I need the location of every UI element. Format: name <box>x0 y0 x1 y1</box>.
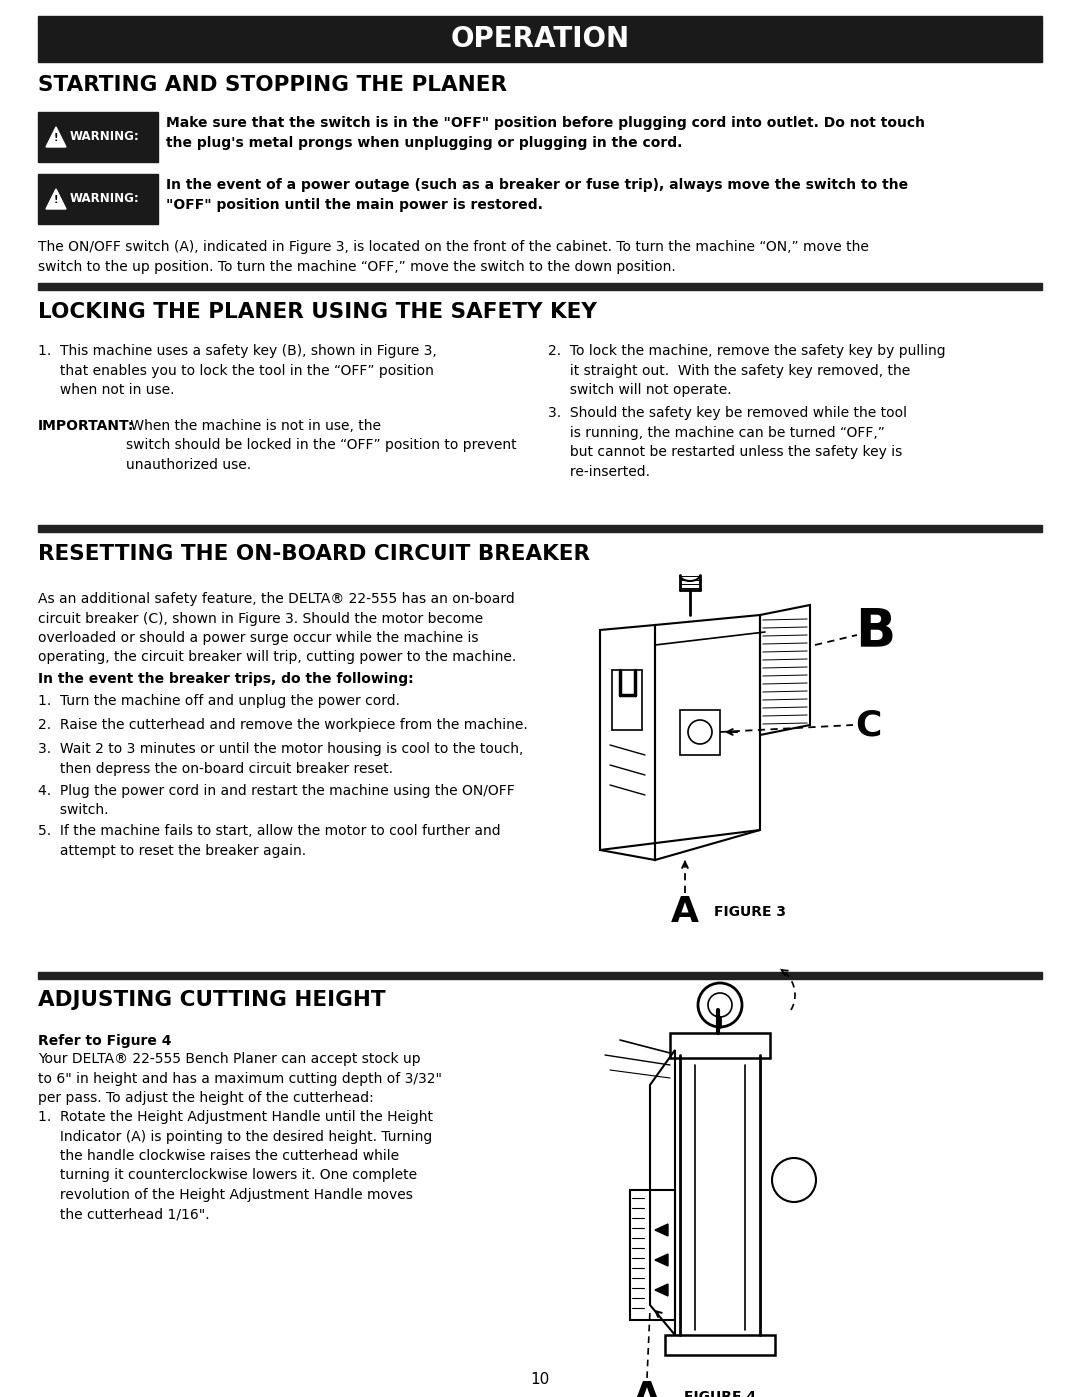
Text: 1.  Turn the machine off and unplug the power cord.: 1. Turn the machine off and unplug the p… <box>38 694 400 708</box>
Bar <box>665 1336 775 1355</box>
Text: A: A <box>633 1380 661 1397</box>
Text: WARNING:: WARNING: <box>70 130 139 144</box>
Bar <box>670 1032 770 1058</box>
Polygon shape <box>654 1284 669 1296</box>
Text: RESETTING THE ON-BOARD CIRCUIT BREAKER: RESETTING THE ON-BOARD CIRCUIT BREAKER <box>38 543 590 564</box>
Bar <box>630 1190 675 1320</box>
Text: C: C <box>855 708 881 742</box>
Text: As an additional safety feature, the DELTA® 22-555 has an on-board
circuit break: As an additional safety feature, the DEL… <box>38 592 516 665</box>
Text: Your DELTA® 22-555 Bench Planer can accept stock up
to 6" in height and has a ma: Your DELTA® 22-555 Bench Planer can acce… <box>38 1052 442 1105</box>
Bar <box>38 175 158 224</box>
Polygon shape <box>654 1224 669 1236</box>
Bar <box>38 15 1042 61</box>
Text: In the event the breaker trips, do the following:: In the event the breaker trips, do the f… <box>38 672 414 686</box>
Text: !: ! <box>54 196 58 205</box>
Text: When the machine is not in use, the
switch should be locked in the “OFF” positio: When the machine is not in use, the swit… <box>126 419 516 472</box>
Text: IMPORTANT:: IMPORTANT: <box>38 419 134 433</box>
Polygon shape <box>46 127 66 147</box>
Text: 1.  This machine uses a safety key (B), shown in Figure 3,
     that enables you: 1. This machine uses a safety key (B), s… <box>38 344 436 397</box>
Text: 1.  Rotate the Height Adjustment Handle until the Height
     Indicator (A) is p: 1. Rotate the Height Adjustment Handle u… <box>38 1111 433 1221</box>
Polygon shape <box>654 1255 669 1266</box>
Text: 3.  Should the safety key be removed while the tool
     is running, the machine: 3. Should the safety key be removed whil… <box>548 407 907 479</box>
Text: 5.  If the machine fails to start, allow the motor to cool further and
     atte: 5. If the machine fails to start, allow … <box>38 824 501 858</box>
Bar <box>38 112 158 162</box>
Text: 4.  Plug the power cord in and restart the machine using the ON/OFF
     switch.: 4. Plug the power cord in and restart th… <box>38 784 515 817</box>
Text: WARNING:: WARNING: <box>70 193 139 205</box>
Text: B: B <box>855 605 895 657</box>
Text: Make sure that the switch is in the "OFF" position before plugging cord into out: Make sure that the switch is in the "OFF… <box>166 116 924 149</box>
Bar <box>38 284 1042 291</box>
Text: LOCKING THE PLANER USING THE SAFETY KEY: LOCKING THE PLANER USING THE SAFETY KEY <box>38 302 597 321</box>
Text: A: A <box>671 895 699 929</box>
Bar <box>38 972 1042 979</box>
Text: FIGURE 3: FIGURE 3 <box>714 905 786 919</box>
Text: STARTING AND STOPPING THE PLANER: STARTING AND STOPPING THE PLANER <box>38 75 507 95</box>
Text: 3.  Wait 2 to 3 minutes or until the motor housing is cool to the touch,
     th: 3. Wait 2 to 3 minutes or until the moto… <box>38 742 524 775</box>
Text: Refer to Figure 4: Refer to Figure 4 <box>38 1034 172 1048</box>
Text: 10: 10 <box>530 1372 550 1387</box>
Text: 2.  To lock the machine, remove the safety key by pulling
     it straight out. : 2. To lock the machine, remove the safet… <box>548 344 946 397</box>
Text: FIGURE 4: FIGURE 4 <box>684 1390 756 1397</box>
Text: The ON/OFF switch (A), indicated in Figure 3, is located on the front of the cab: The ON/OFF switch (A), indicated in Figu… <box>38 240 869 274</box>
Text: In the event of a power outage (such as a breaker or fuse trip), always move the: In the event of a power outage (such as … <box>166 177 908 212</box>
Polygon shape <box>46 189 66 210</box>
Text: OPERATION: OPERATION <box>450 25 630 53</box>
Text: 2.  Raise the cutterhead and remove the workpiece from the machine.: 2. Raise the cutterhead and remove the w… <box>38 718 528 732</box>
Bar <box>680 710 720 754</box>
Bar <box>38 525 1042 532</box>
Text: !: ! <box>54 133 58 142</box>
Text: ADJUSTING CUTTING HEIGHT: ADJUSTING CUTTING HEIGHT <box>38 990 386 1010</box>
